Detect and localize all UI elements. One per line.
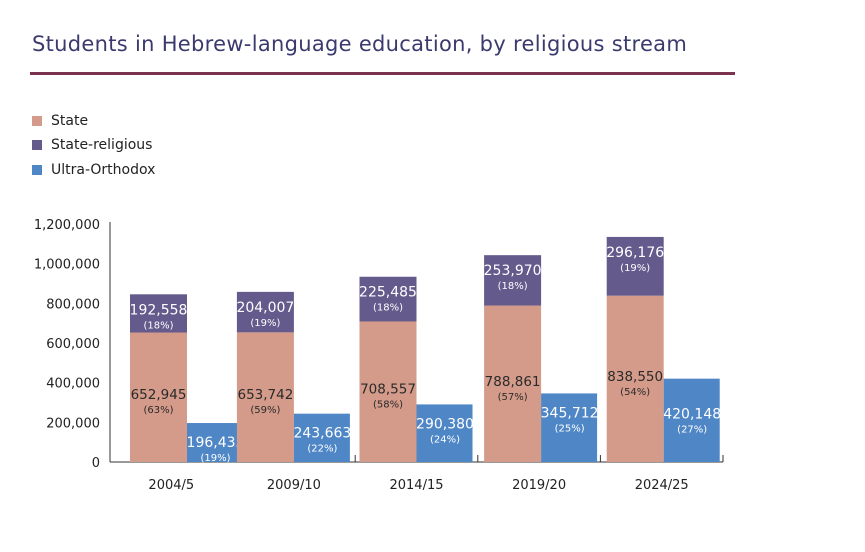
data-label-ultra-orthodox: 290,380 xyxy=(416,416,474,432)
x-tick-label: 2019/20 xyxy=(512,478,566,493)
legend-swatch xyxy=(32,165,42,175)
legend-item-state-religious: State-religious xyxy=(32,137,152,153)
chart-title: Students in Hebrew-language education, b… xyxy=(32,32,688,56)
data-percent-ultra-orthodox: (19%) xyxy=(200,453,230,464)
data-label-state-religious: 192,558 xyxy=(130,302,188,318)
legend-label: State xyxy=(51,113,89,129)
bar-state xyxy=(606,295,664,462)
data-percent-state: (63%) xyxy=(143,405,173,416)
data-percent-state-religious: (18%) xyxy=(143,320,173,331)
x-tick-label: 2004/5 xyxy=(148,478,194,493)
data-percent-ultra-orthodox: (24%) xyxy=(430,434,460,445)
legend-label: Ultra-Orthodox xyxy=(51,162,156,178)
data-label-ultra-orthodox: 243,663 xyxy=(293,426,351,442)
bar-ultra-orthodox xyxy=(541,393,598,462)
data-label-ultra-orthodox: 420,148 xyxy=(663,407,721,423)
data-label-state-religious: 225,485 xyxy=(359,285,417,301)
x-tick-label: 2009/10 xyxy=(267,478,321,493)
y-tick-label: 1,200,000 xyxy=(34,218,100,233)
bar-ultra-orthodox xyxy=(416,404,473,462)
data-label-ultra-orthodox: 345,712 xyxy=(541,405,599,421)
data-label-state-religious: 253,970 xyxy=(484,263,542,279)
legend-item-state: State xyxy=(32,113,88,129)
legend-swatch xyxy=(32,116,42,126)
data-label-state: 653,742 xyxy=(237,387,293,403)
bar-state-religious xyxy=(359,276,417,322)
legend-item-ultra-orthodox: Ultra-Orthodox xyxy=(32,162,155,178)
y-tick-label: 800,000 xyxy=(46,297,100,312)
y-tick-label: 600,000 xyxy=(46,337,100,352)
bar-ultra-orthodox xyxy=(293,413,350,462)
y-tick-label: 400,000 xyxy=(46,377,100,392)
bar-state xyxy=(236,332,294,462)
y-tick-label: 1,000,000 xyxy=(34,258,100,273)
data-percent-state-religious: (19%) xyxy=(620,263,650,274)
title-divider xyxy=(30,72,735,75)
bar-state-religious xyxy=(606,236,664,296)
bar-state xyxy=(484,305,542,462)
y-tick-label: 200,000 xyxy=(46,416,100,431)
data-label-state: 708,557 xyxy=(360,382,416,398)
data-percent-ultra-orthodox: (27%) xyxy=(677,425,707,436)
data-percent-state: (58%) xyxy=(373,400,403,411)
data-percent-ultra-orthodox: (22%) xyxy=(307,444,337,455)
legend-label: State-religious xyxy=(51,137,153,153)
data-label-state: 788,861 xyxy=(485,374,541,390)
bar-ultra-orthodox xyxy=(663,378,720,462)
bar-state xyxy=(359,321,417,462)
bar-state-religious xyxy=(484,255,542,306)
data-percent-state: (59%) xyxy=(250,405,280,416)
data-label-ultra-orthodox: 196,435 xyxy=(187,435,245,451)
data-percent-ultra-orthodox: (25%) xyxy=(555,423,585,434)
x-tick-label: 2014/15 xyxy=(389,478,443,493)
data-label-state: 652,945 xyxy=(131,387,187,403)
data-percent-state-religious: (18%) xyxy=(498,281,528,292)
data-percent-state: (54%) xyxy=(620,387,650,398)
bar-state-religious xyxy=(236,291,294,333)
data-label-state-religious: 296,176 xyxy=(606,245,664,261)
data-percent-state-religious: (19%) xyxy=(250,318,280,329)
legend-swatch xyxy=(32,140,42,150)
data-percent-state-religious: (18%) xyxy=(373,303,403,314)
data-percent-state: (57%) xyxy=(498,392,528,403)
data-label-state: 838,550 xyxy=(607,369,663,385)
x-tick-label: 2024/25 xyxy=(635,478,689,493)
data-label-state-religious: 204,007 xyxy=(236,300,294,316)
bar-ultra-orthodox xyxy=(187,423,243,462)
bar-state xyxy=(130,332,187,462)
bar-state-religious xyxy=(130,294,187,333)
y-tick-label: 0 xyxy=(92,456,100,471)
